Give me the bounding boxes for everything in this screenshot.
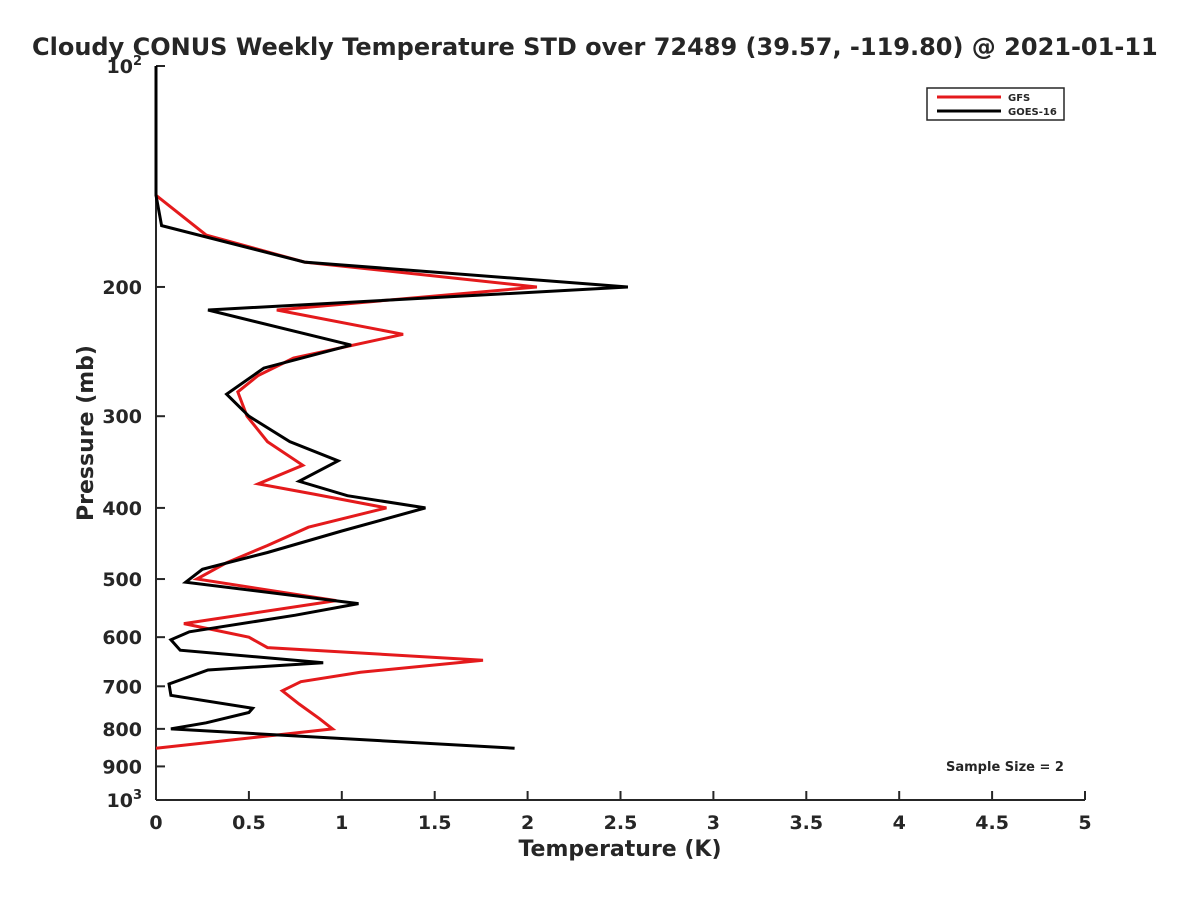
- y-tick-label: 103: [107, 788, 143, 812]
- x-tick-label: 0.5: [232, 812, 266, 834]
- x-axis-label: Temperature (K): [518, 837, 721, 862]
- x-tick-label: 4.5: [975, 812, 1009, 834]
- x-tick-label: 0: [149, 812, 162, 834]
- y-tick-label: 200: [102, 277, 142, 299]
- y-tick-label: 300: [102, 406, 142, 428]
- y-ticks: 102 200 300 400 500 600 700 800 900 103: [102, 54, 165, 812]
- x-tick-label: 3.5: [789, 812, 823, 834]
- y-tick-exponent: 2: [133, 54, 142, 69]
- x-tick-label: 2.5: [604, 812, 638, 834]
- y-tick-label: 600: [102, 627, 142, 649]
- y-axis-label: Pressure (mb): [74, 345, 99, 521]
- y-tick-label: 500: [102, 569, 142, 591]
- y-tick-label: 800: [102, 719, 142, 741]
- series-lines: [154, 66, 629, 750]
- legend-box: [926, 87, 1065, 121]
- chart-title: Cloudy CONUS Weekly Temperature STD over…: [32, 33, 1158, 61]
- plot-area: [155, 66, 1085, 801]
- y-tick-label: 102: [107, 54, 143, 78]
- legend: GFS GOES-16: [926, 87, 1065, 121]
- y-tick-label: 700: [102, 676, 142, 698]
- x-ticks: 0 0.5 1 1.5 2 2.5 3 3.5 4 4.5 5: [149, 791, 1092, 834]
- series-line-goes-16: [154, 66, 629, 750]
- sample-size-annotation: Sample Size = 2: [946, 760, 1064, 775]
- x-tick-label: 1: [335, 812, 348, 834]
- x-tick-label: 3: [707, 812, 720, 834]
- y-tick-label: 400: [102, 498, 142, 520]
- y-tick-exponent: 3: [133, 788, 142, 803]
- x-tick-label: 5: [1078, 812, 1091, 834]
- x-tick-label: 4: [893, 812, 906, 834]
- series-line-gfs: [154, 66, 538, 750]
- legend-label: GOES-16: [1008, 107, 1057, 118]
- x-tick-label: 1.5: [418, 812, 452, 834]
- y-tick-label: 900: [102, 756, 142, 778]
- x-tick-label: 2: [521, 812, 534, 834]
- legend-label: GFS: [1008, 93, 1030, 104]
